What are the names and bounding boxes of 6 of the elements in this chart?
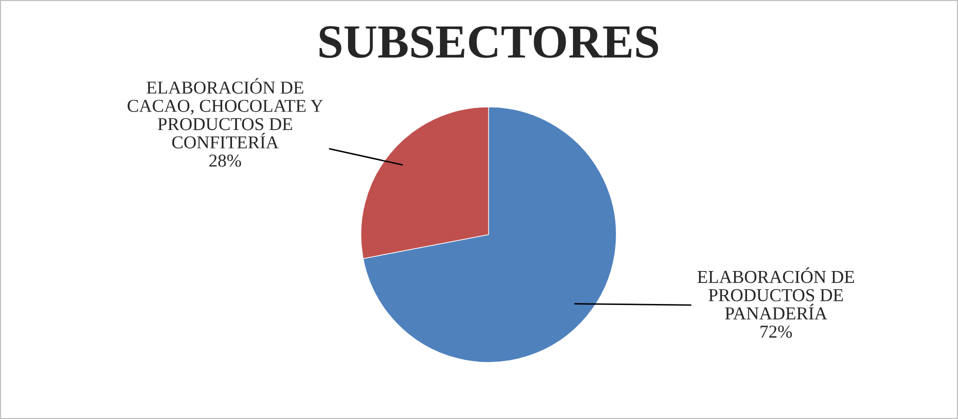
pie-slice — [362, 106, 617, 363]
data-label: 28% — [209, 154, 242, 167]
slice-label: ELABORACIÓN DE PRODUCTOS DE PANADERÍA — [698, 267, 854, 320]
chart-title: SUBSECTORES — [320, 26, 658, 58]
slice-label: ELABORACIÓN DE CACAO, CHOCOLATE Y PRODUCTOS DE CONFITERÍA — [128, 78, 323, 148]
data-label: 72% — [760, 326, 792, 338]
